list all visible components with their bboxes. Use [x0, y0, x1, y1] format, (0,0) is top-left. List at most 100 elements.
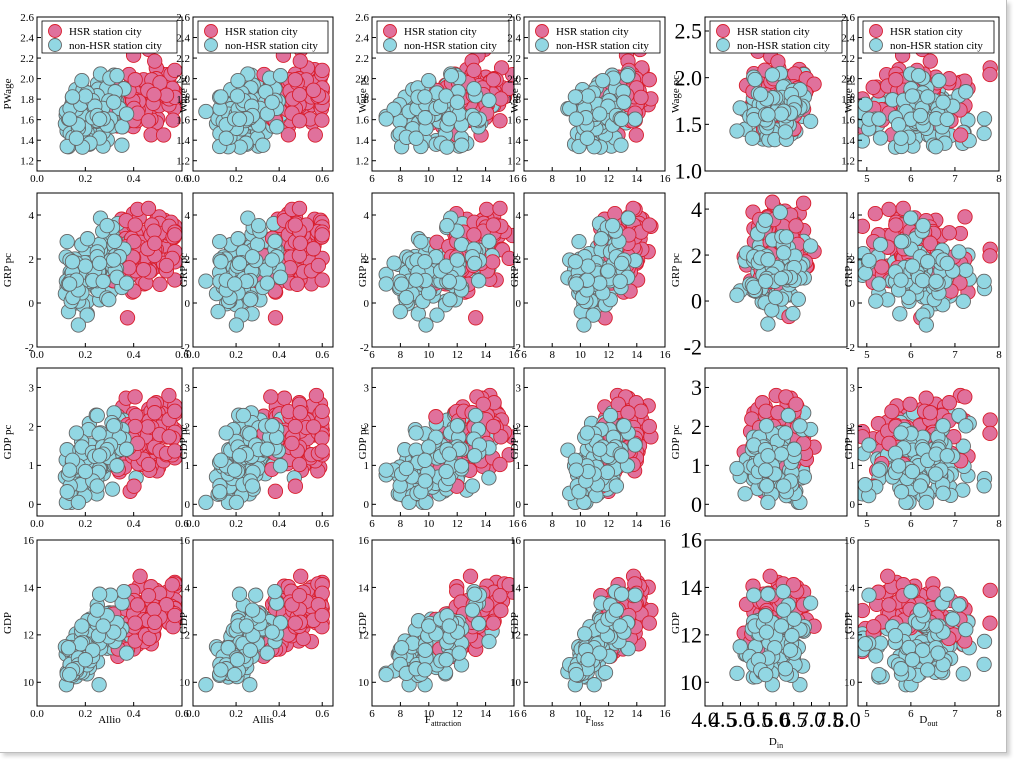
non-hsr-point: [61, 666, 78, 683]
non-hsr-point: [378, 462, 394, 478]
y-axis-label: GRP pc: [2, 253, 14, 287]
hsr-point: [167, 62, 182, 79]
y-tick-label: 1.4: [507, 135, 521, 147]
non-hsr-point: [218, 130, 234, 146]
y-tick-label: 1.8: [841, 94, 855, 106]
non-hsr-point: [777, 124, 794, 140]
non-hsr-point: [568, 276, 584, 292]
x-tick-label: 0.6: [315, 173, 329, 185]
non-hsr-point: [77, 652, 94, 668]
non-hsr-point: [244, 478, 261, 494]
hsr-point: [267, 310, 284, 326]
x-tick-label: 8: [398, 349, 404, 361]
non-hsr-point: [449, 94, 466, 110]
non-hsr-point: [931, 72, 947, 89]
legend-label-hsr: HSR station city: [404, 26, 477, 38]
non-hsr-point: [568, 462, 584, 478]
x-tick-label: 14: [631, 518, 643, 530]
non-hsr-point: [600, 263, 616, 279]
non-hsr-point: [259, 275, 275, 291]
non-hsr-point: [442, 291, 458, 308]
y-tick-label: 2: [691, 243, 702, 268]
y-tick-label: 1.2: [507, 156, 521, 168]
non-hsr-point: [250, 217, 267, 234]
non-hsr-point: [872, 236, 889, 253]
legend-label-non-hsr: non-HSR station city: [737, 40, 830, 52]
x-tick-label: 14: [631, 173, 643, 185]
x-tick-label: 14: [480, 349, 492, 361]
x-tick-label: 5: [864, 518, 870, 530]
y-axis-label: Wage pc: [843, 75, 855, 113]
hsr-point: [140, 113, 157, 129]
y-tick-label: 2: [364, 254, 370, 266]
y-tick-label: 4: [691, 197, 702, 222]
hsr-point: [292, 53, 308, 69]
points-group: [729, 43, 822, 148]
legend-label-hsr: HSR station city: [225, 26, 298, 38]
points-group: [378, 387, 514, 511]
x-tick-label: 8: [549, 349, 555, 361]
x-tick-label: 0.4: [272, 173, 286, 185]
non-hsr-point: [272, 269, 289, 285]
hsr-point: [167, 607, 182, 624]
panel-r3-c5: [704, 367, 848, 517]
y-tick-label: 1.6: [176, 115, 190, 127]
y-tick-label: 2: [185, 421, 191, 433]
x-tick-label: 7: [952, 518, 958, 530]
x-tick-label: 10: [575, 518, 587, 530]
non-hsr-point: [792, 418, 808, 434]
plot-frame: [704, 16, 848, 172]
non-hsr-point: [935, 94, 951, 110]
non-hsr-point: [893, 233, 910, 250]
non-hsr-point: [567, 89, 584, 105]
points-group: [858, 41, 998, 155]
non-hsr-point: [579, 425, 595, 441]
non-hsr-point: [468, 407, 484, 424]
x-tick-label: 6: [908, 518, 914, 530]
y-axis-label: GRP pc: [509, 253, 521, 287]
y-tick-label: -2: [512, 342, 521, 354]
y-tick-label: 2: [691, 414, 702, 439]
hsr-point: [628, 127, 644, 143]
non-hsr-point: [467, 255, 483, 272]
hsr-point: [314, 62, 330, 79]
hsr-point: [135, 262, 152, 278]
non-hsr-point: [408, 272, 424, 288]
y-axis-label: GDP pc: [357, 425, 369, 460]
hsr-point: [140, 587, 157, 604]
legend: [376, 20, 510, 54]
panel-r2-c5: [704, 192, 848, 348]
non-hsr-point: [613, 448, 630, 464]
non-hsr-point: [753, 86, 769, 102]
non-hsr-point: [758, 273, 774, 289]
y-tick-label: 1.2: [176, 156, 190, 168]
hsr-point: [127, 418, 143, 435]
x-tick-label: 0.0: [30, 708, 44, 720]
non-hsr-point: [760, 316, 776, 332]
plot-frame: [192, 16, 334, 172]
x-tick-label: 0.0: [30, 173, 44, 185]
legend-label-non-hsr: non-HSR station city: [69, 40, 162, 52]
hsr-point: [881, 201, 897, 218]
non-hsr-point: [887, 445, 904, 461]
non-hsr-point: [580, 88, 596, 104]
y-tick-label: 1.8: [20, 94, 34, 106]
non-hsr-point: [613, 137, 629, 153]
x-tick-label: 14: [631, 349, 643, 361]
y-tick-label: 2.2: [20, 53, 34, 65]
non-hsr-point: [91, 448, 108, 464]
x-tick-label: 12: [603, 518, 614, 530]
y-axis-label: GDP pc: [670, 425, 682, 460]
non-hsr-point: [768, 289, 784, 306]
points-group: [378, 200, 514, 333]
non-hsr-point: [212, 233, 228, 250]
non-hsr-point: [939, 111, 955, 127]
x-tick-label: 6: [908, 349, 914, 361]
x-tick-label: 8: [398, 173, 404, 185]
y-axis-label: GDP: [2, 612, 14, 634]
hsr-point: [146, 601, 162, 618]
non-hsr-point: [89, 407, 105, 424]
non-hsr-point: [68, 425, 85, 441]
non-hsr-point: [871, 462, 887, 478]
non-hsr-point: [604, 217, 621, 234]
